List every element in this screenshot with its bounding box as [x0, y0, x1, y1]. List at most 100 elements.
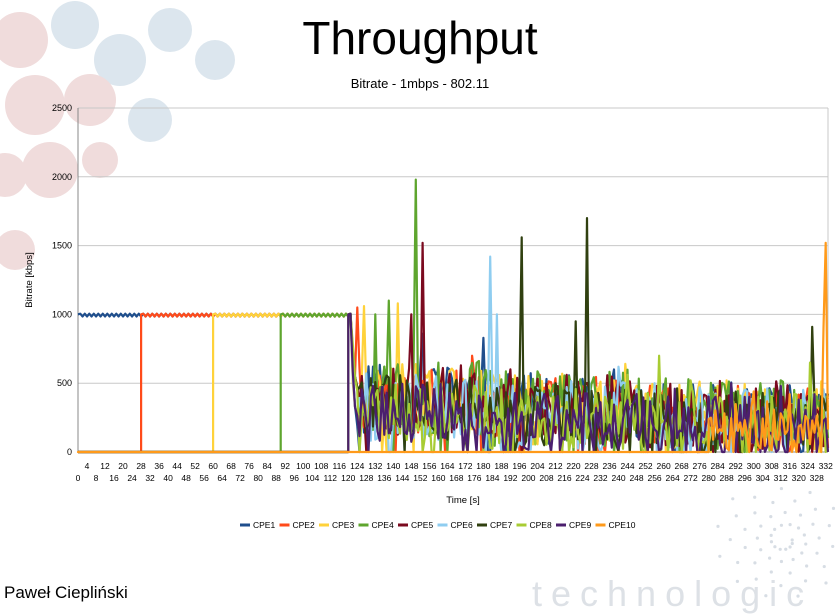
x-tick-label: 96: [289, 473, 299, 483]
x-tick-label: 56: [199, 473, 209, 483]
logo-dot: [753, 511, 757, 515]
x-tick-label: 272: [684, 473, 698, 483]
y-tick-label: 1500: [52, 241, 72, 251]
x-tick-label: 216: [557, 473, 571, 483]
logo-dot: [768, 556, 772, 560]
y-tick-label: 2000: [52, 172, 72, 182]
x-tick-label: 120: [341, 473, 355, 483]
logo-dot: [790, 538, 794, 542]
x-tick-label: 136: [377, 473, 391, 483]
logo-dot: [759, 524, 763, 528]
x-tick-label: 252: [638, 461, 652, 471]
x-tick-label: 108: [314, 461, 328, 471]
x-tick-label: 104: [305, 473, 319, 483]
x-tick-label: 184: [485, 473, 499, 483]
y-tick-label: 2500: [52, 103, 72, 113]
x-tick-label: 304: [756, 473, 770, 483]
logo-dot: [773, 527, 777, 531]
logo-dot: [831, 506, 836, 510]
x-tick-label: 296: [738, 473, 752, 483]
logo-dot: [798, 513, 803, 517]
x-tick-label: 264: [666, 473, 680, 483]
legend-label-cpe2: CPE2: [293, 520, 315, 530]
logo-dot: [753, 495, 757, 499]
x-tick-label: 284: [711, 461, 725, 471]
deco-circle: [64, 74, 116, 126]
logo-dot: [802, 533, 806, 537]
deco-circle: [22, 142, 78, 198]
logo-dot: [817, 536, 821, 540]
logo-dot: [779, 584, 783, 588]
author-name: Paweł Ciepliński: [4, 583, 128, 602]
logo-dot: [735, 579, 739, 583]
x-tick-label: 92: [280, 461, 290, 471]
x-tick-label: 80: [253, 473, 263, 483]
x-tick-label: 288: [720, 473, 734, 483]
x-tick-label: 4: [85, 461, 90, 471]
logo-dot: [769, 570, 773, 574]
x-tick-label: 156: [422, 461, 436, 471]
legend-label-cpe1: CPE1: [253, 520, 275, 530]
x-tick-label: 192: [503, 473, 517, 483]
x-tick-label: 44: [172, 461, 182, 471]
chart-subtitle: Bitrate - 1mbps - 802.11: [350, 76, 490, 91]
x-tick-label: 212: [548, 461, 562, 471]
logo-dot: [800, 551, 804, 555]
x-tick-label: 152: [413, 473, 427, 483]
deco-circle: [0, 230, 35, 270]
x-tick-label: 148: [404, 461, 418, 471]
x-tick-label: 64: [217, 473, 227, 483]
logo-dot: [796, 594, 800, 598]
x-tick-label: 300: [747, 461, 761, 471]
logo-dot: [743, 545, 747, 550]
logo-dot: [783, 510, 787, 515]
x-tick-label: 52: [190, 461, 200, 471]
x-tick-label: 228: [584, 461, 598, 471]
x-tick-label: 204: [530, 461, 544, 471]
logo-dot: [769, 533, 773, 537]
logo-dot: [827, 524, 831, 528]
x-tick-label: 84: [262, 461, 272, 471]
logo-dot: [822, 564, 826, 569]
logo-dot: [769, 540, 774, 544]
x-tick-label: 132: [368, 461, 382, 471]
logo-dot: [796, 526, 801, 530]
x-tick-label: 208: [539, 473, 553, 483]
logo-dot: [778, 547, 782, 551]
x-tick-label: 124: [350, 461, 364, 471]
x-tick-label: 180: [476, 461, 490, 471]
logo-dot: [754, 577, 758, 581]
logo-dot: [771, 500, 775, 505]
y-tick-label: 0: [67, 447, 72, 457]
x-tick-label: 244: [620, 461, 634, 471]
logo-dot: [731, 497, 735, 501]
y-tick-label: 500: [57, 378, 72, 388]
legend-label-cpe3: CPE3: [332, 520, 354, 530]
x-tick-label: 220: [566, 461, 580, 471]
x-tick-label: 260: [656, 461, 670, 471]
logo-dot: [779, 523, 784, 527]
logo-dot: [728, 537, 732, 542]
logo-dot: [743, 527, 747, 531]
x-tick-label: 232: [593, 473, 607, 483]
x-tick-label: 236: [602, 461, 616, 471]
x-tick-label: 168: [449, 473, 463, 483]
logo-dot: [773, 545, 777, 549]
logo-dot: [788, 571, 792, 575]
legend-label-cpe7: CPE7: [490, 520, 512, 530]
logo-dot: [779, 559, 784, 564]
legend-label-cpe5: CPE5: [411, 520, 433, 530]
logo-dot: [779, 486, 784, 491]
x-tick-label: 172: [458, 461, 472, 471]
x-tick-label: 116: [332, 461, 346, 471]
x-tick-label: 312: [774, 473, 788, 483]
deco-circle: [128, 98, 172, 142]
x-tick-label: 24: [127, 473, 137, 483]
x-tick-label: 332: [819, 461, 833, 471]
logo-dot: [716, 524, 720, 528]
series-group: [76, 178, 830, 454]
legend-label-cpe6: CPE6: [451, 520, 473, 530]
logo-dot: [736, 560, 740, 565]
